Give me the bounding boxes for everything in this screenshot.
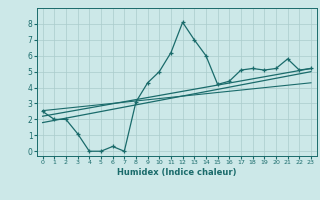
X-axis label: Humidex (Indice chaleur): Humidex (Indice chaleur) <box>117 168 236 177</box>
